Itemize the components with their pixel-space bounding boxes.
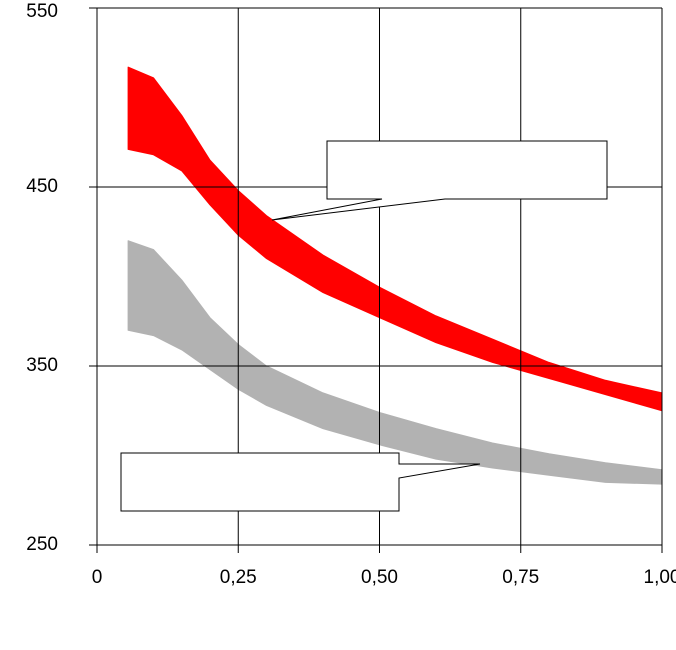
y-tick-label: 450 — [26, 176, 58, 197]
y-tick-label: 250 — [26, 534, 58, 555]
x-tick-label: 1,00 — [644, 567, 676, 588]
x-tick-label: 0 — [92, 567, 103, 588]
bands — [127, 66, 663, 485]
x-tick-label: 0,50 — [361, 567, 398, 588]
x-tick-label: 0,75 — [502, 567, 539, 588]
callout — [271, 140, 608, 221]
y-tick-label: 350 — [26, 355, 58, 376]
band-area — [127, 240, 663, 485]
callout-box — [120, 452, 481, 512]
callout-box — [271, 140, 608, 221]
y-tick-label: 550 — [26, 1, 58, 22]
callout — [120, 452, 481, 512]
x-tick-label: 0,25 — [220, 567, 257, 588]
